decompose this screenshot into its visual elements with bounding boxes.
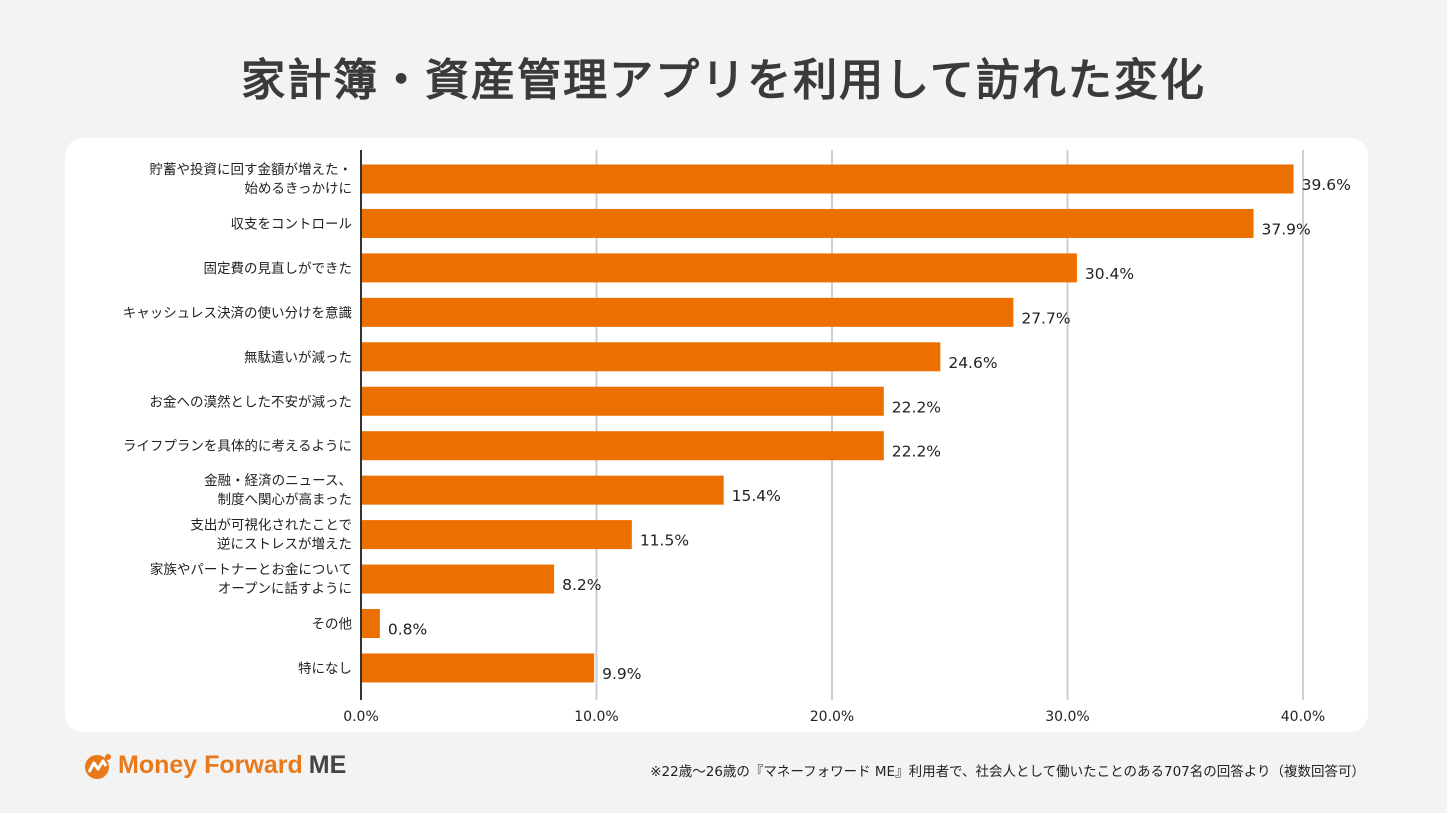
data-label: 15.4% bbox=[732, 487, 781, 505]
category-label: 支出が可視化されたことで bbox=[190, 518, 352, 534]
data-label: 22.2% bbox=[892, 398, 941, 416]
bar bbox=[361, 253, 1077, 283]
bar bbox=[361, 342, 941, 372]
x-tick-label: 30.0% bbox=[1045, 709, 1089, 725]
category-label: 貯蓄や投資に回す金額が増えた・ bbox=[150, 162, 353, 178]
category-label: その他 bbox=[312, 617, 353, 633]
category-label: 無駄遣いが減った bbox=[244, 349, 352, 366]
data-label: 0.8% bbox=[388, 621, 427, 639]
bar bbox=[361, 564, 555, 594]
money-forward-logo: Money Forward ME bbox=[84, 751, 346, 780]
category-label: 家族やパートナーとお金について bbox=[150, 561, 352, 578]
bar bbox=[361, 208, 1254, 238]
bar bbox=[361, 520, 632, 550]
data-label: 8.2% bbox=[562, 576, 601, 594]
data-label: 39.6% bbox=[1302, 176, 1351, 194]
data-label: 30.4% bbox=[1085, 265, 1134, 283]
category-label: 固定費の見直しができた bbox=[204, 261, 353, 277]
category-label: 始めるきっかけに bbox=[245, 181, 352, 197]
category-label: キャッシュレス決済の使い分けを意識 bbox=[123, 304, 352, 321]
data-label: 22.2% bbox=[892, 443, 941, 461]
money-forward-logo-icon bbox=[85, 753, 111, 779]
x-tick-label: 0.0% bbox=[343, 709, 379, 725]
category-label: 収支をコントロール bbox=[231, 216, 353, 232]
category-label: 制度へ関心が高まった bbox=[218, 491, 352, 508]
data-label: 24.6% bbox=[948, 354, 997, 372]
data-label: 11.5% bbox=[640, 532, 689, 550]
footnote: ※22歳〜26歳の『マネーフォワード ME』利用者で、社会人として働いたことのあ… bbox=[650, 764, 1365, 780]
category-label: 逆にストレスが増えた bbox=[217, 537, 352, 553]
category-label: 特になし bbox=[298, 661, 352, 677]
x-tick-label: 40.0% bbox=[1281, 709, 1325, 725]
x-tick-label: 20.0% bbox=[810, 709, 854, 725]
category-label: オープンに話すように bbox=[218, 580, 352, 597]
bar bbox=[361, 431, 884, 461]
category-label: 金融・経済のニュース、 bbox=[204, 473, 352, 489]
category-label: ライフプランを具体的に考えるように bbox=[123, 439, 352, 455]
page-title: 家計簿・資産管理アプリを利用して訪れた変化 bbox=[241, 55, 1206, 106]
bar bbox=[361, 475, 724, 505]
logo-suffix-text: ME bbox=[308, 751, 347, 779]
data-label: 27.7% bbox=[1021, 309, 1070, 327]
bar bbox=[361, 297, 1014, 327]
logo-brand-text: Money Forward bbox=[118, 751, 303, 779]
bar bbox=[361, 653, 595, 683]
data-label: 9.9% bbox=[602, 665, 641, 683]
bar bbox=[361, 609, 380, 638]
bar bbox=[361, 164, 1294, 194]
x-tick-label: 10.0% bbox=[574, 709, 618, 725]
category-label: お金への漠然とした不安が減った bbox=[150, 393, 353, 410]
data-label: 37.9% bbox=[1262, 220, 1311, 238]
bar bbox=[361, 386, 884, 416]
